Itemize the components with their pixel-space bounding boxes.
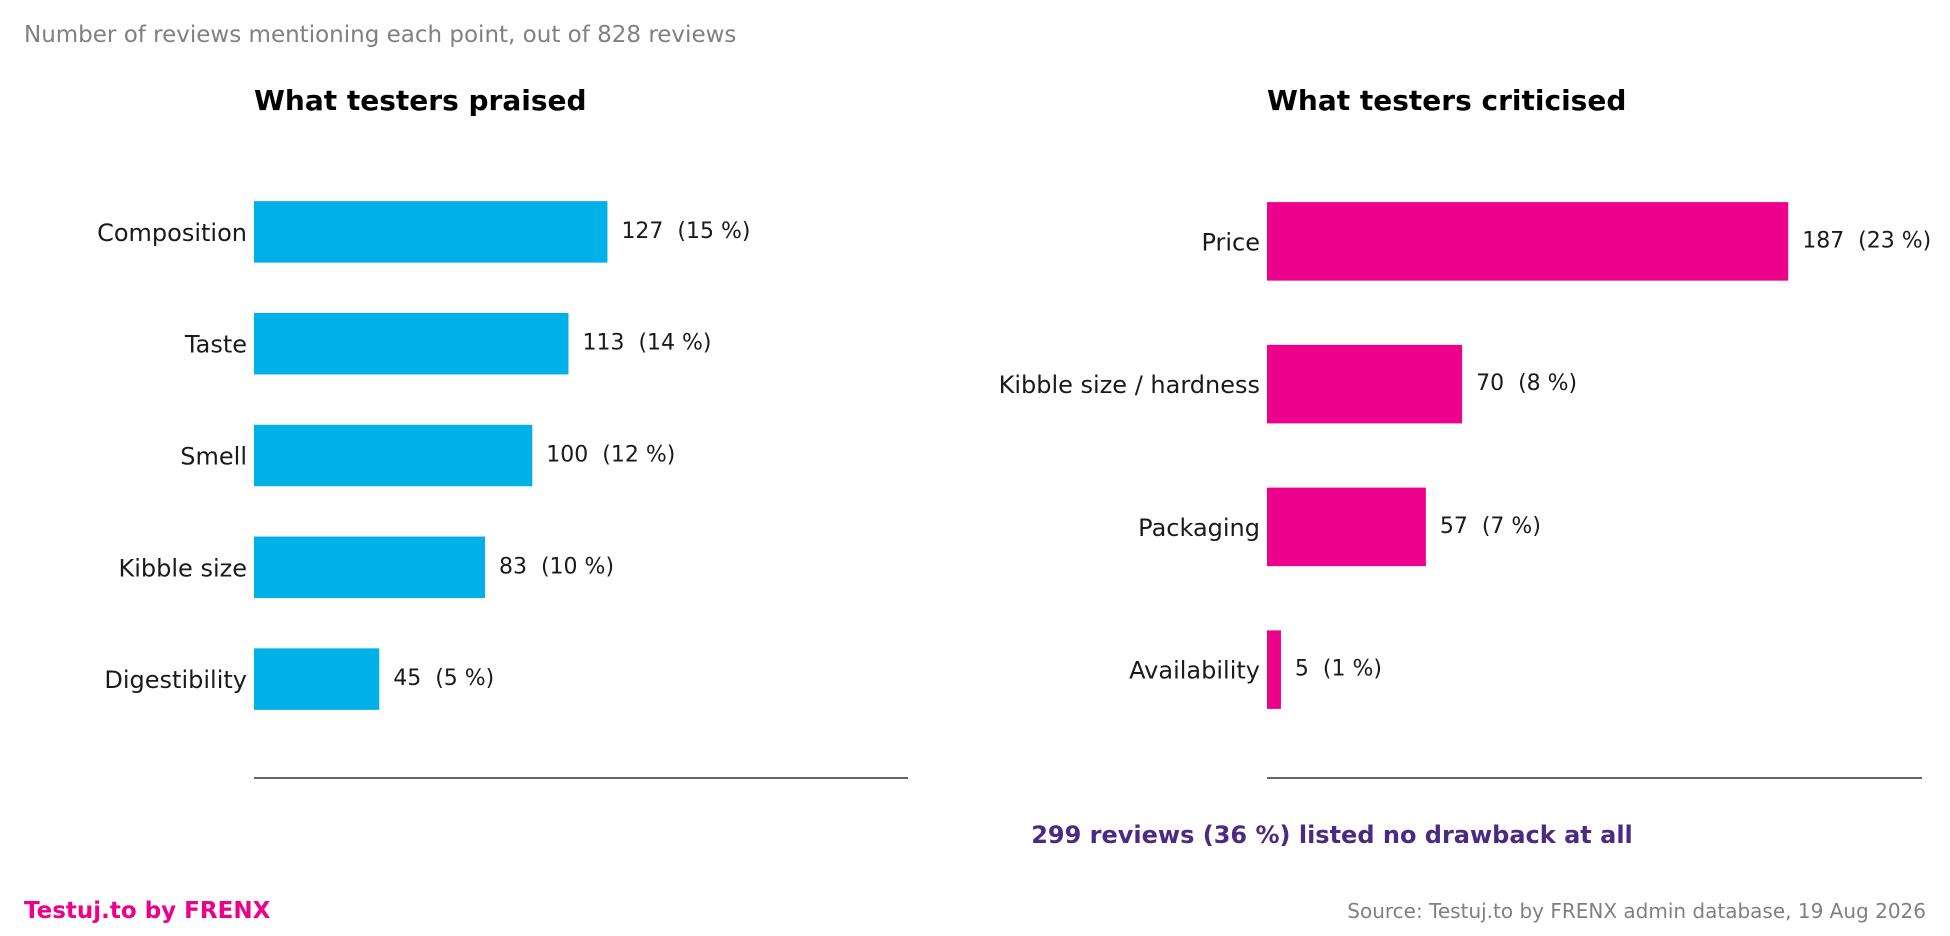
chart-subtitle: Number of reviews mentioning each point,…: [24, 22, 736, 48]
praised-value-label: 83 (10 %): [499, 554, 614, 579]
brand-logo-text: Testuj.to by FRENX: [24, 898, 271, 924]
praised-category-label: Smell: [180, 443, 247, 471]
criticised-category-label: Price: [1201, 228, 1260, 256]
source-note: Source: Testuj.to by FRENX admin databas…: [1347, 899, 1926, 923]
praised-category-label: Taste: [184, 331, 247, 359]
praised-bar-taste: [254, 312, 569, 375]
praised-panel-title: What testers praised: [254, 84, 587, 117]
criticised-value-label: 70 (8 %): [1476, 371, 1577, 396]
praised-category-label: Kibble size: [119, 554, 247, 582]
criticised-bar-price: [1267, 202, 1789, 281]
criticised-bar-kibble-size-hardness: [1267, 344, 1463, 424]
praised-value-label: 45 (5 %): [393, 666, 494, 691]
criticised-value-label: 187 (23 %): [1802, 228, 1931, 253]
criticised-value-label: 5 (1 %): [1295, 657, 1382, 682]
criticised-category-label: Packaging: [1138, 514, 1260, 542]
criticised-panel-title: What testers criticised: [1267, 84, 1626, 117]
no-drawback-note: 299 reviews (36 %) listed no drawback at…: [1031, 821, 1633, 849]
praised-panel: What testers praised Composition 127 (15 %…: [97, 84, 908, 779]
praised-value-label: 100 (12 %): [546, 443, 675, 468]
criticised-bar-packaging: [1267, 487, 1426, 567]
praised-category-label: Digestibility: [104, 666, 247, 694]
criticised-value-label: 57 (7 %): [1440, 514, 1541, 539]
praised-bar-smell: [254, 424, 533, 487]
criticised-category-label: Availability: [1129, 657, 1260, 685]
praised-value-label: 113 (14 %): [582, 331, 711, 356]
criticised-category-label: Kibble size / hardness: [999, 371, 1260, 399]
criticised-bar-availability: [1267, 630, 1281, 709]
praised-category-label: Composition: [97, 219, 247, 247]
praised-bar-digestibility: [254, 648, 380, 710]
praised-bar-composition: [254, 201, 608, 263]
praised-value-label: 127 (15 %): [621, 219, 750, 244]
praised-bar-kibble-size: [254, 536, 485, 599]
criticised-panel: What testers criticised Price 187 (23 %) Ki…: [999, 84, 1931, 779]
